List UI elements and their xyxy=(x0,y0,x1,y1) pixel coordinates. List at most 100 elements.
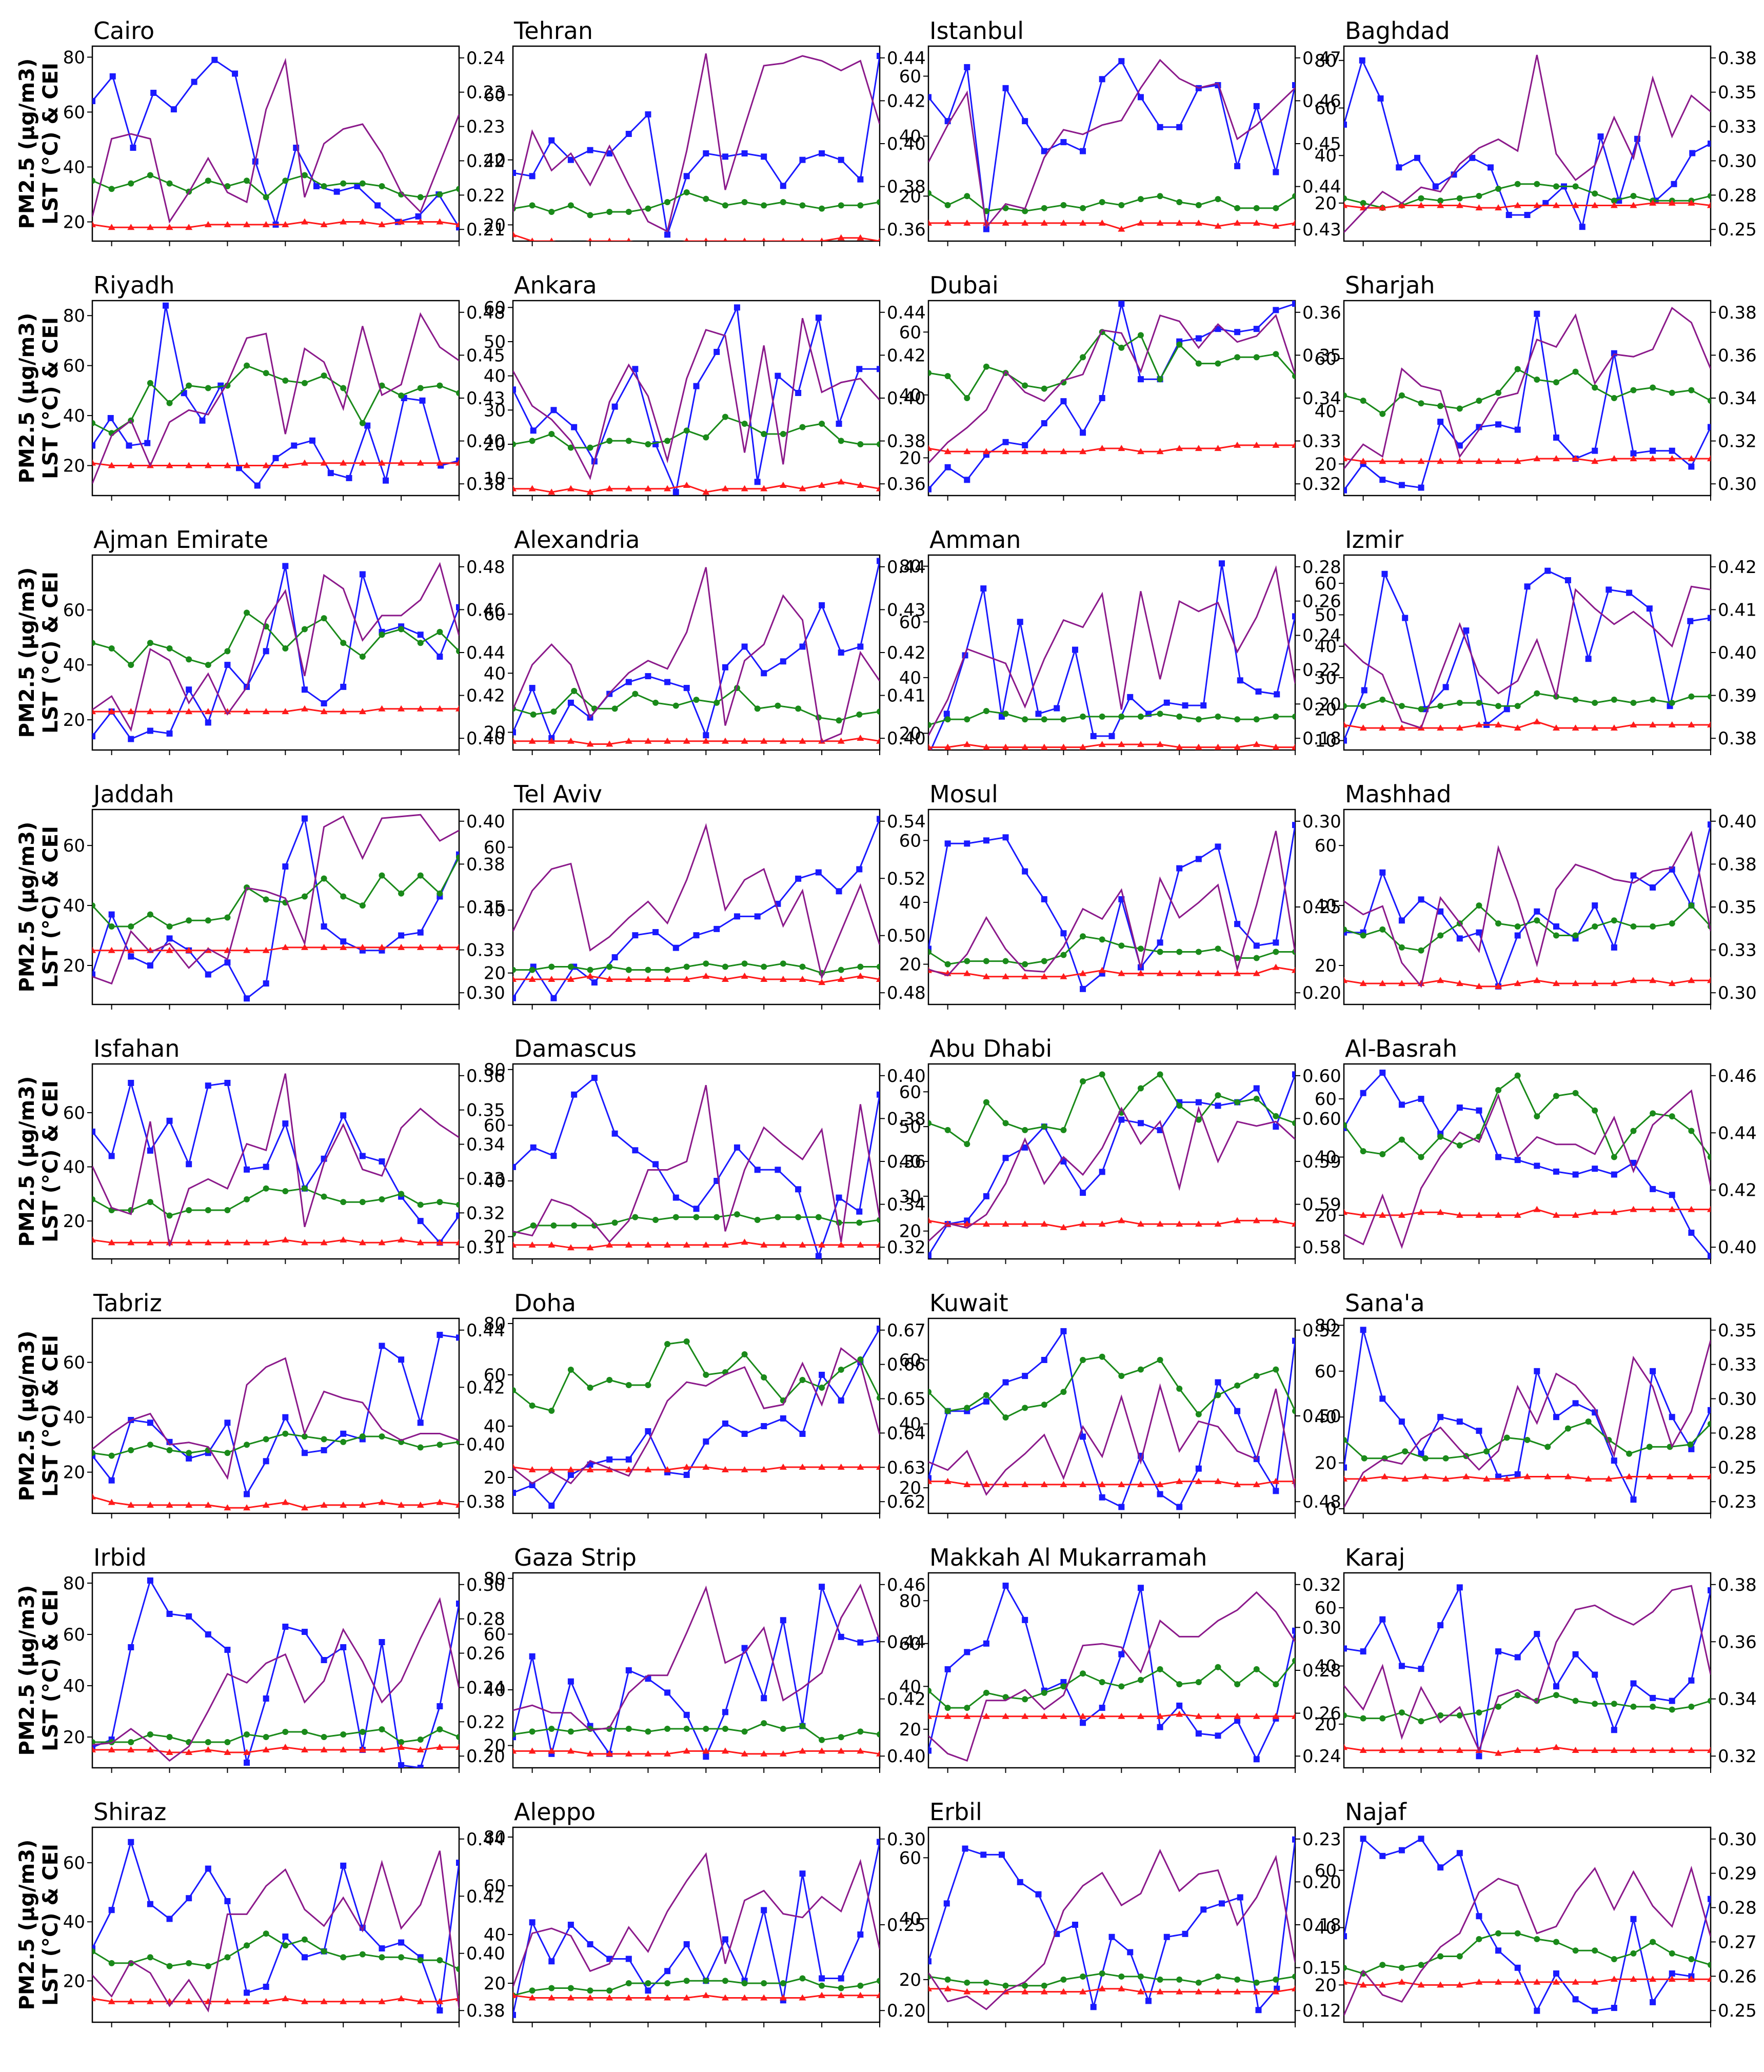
cei-series-point xyxy=(1137,219,1144,226)
plot-area xyxy=(928,1836,1295,2014)
lst-series-point xyxy=(321,1193,327,1200)
cei-series-point xyxy=(625,737,632,744)
y2-tick-label: 0.32 xyxy=(887,1237,926,1258)
pm25-series-point xyxy=(301,1954,308,1961)
pm25-series-point xyxy=(1157,1724,1163,1730)
vc-series-line xyxy=(928,831,1295,977)
y2-tick-label: 0.65 xyxy=(887,1389,926,1410)
lst-series-point xyxy=(147,1731,153,1738)
y2-tick-label: 0.30 xyxy=(466,983,505,1003)
y-axis-label: PM2.5 (µg/m3)LST (°C) & CEI xyxy=(15,1076,63,1247)
lst-series-point xyxy=(1572,183,1579,190)
lst-series-point xyxy=(1476,398,1482,404)
lst-series-point xyxy=(1080,1356,1086,1363)
cei-series-point xyxy=(760,975,768,982)
plot-frame xyxy=(91,1572,460,1769)
subplot-title: Najaf xyxy=(1345,1798,1408,1826)
lst-series-point xyxy=(437,1442,443,1448)
cei-series-point xyxy=(1060,1988,1067,1995)
pm25-series-point xyxy=(1274,691,1280,698)
lst-series-point xyxy=(1650,1703,1656,1710)
pm25-series-point xyxy=(1553,1414,1559,1420)
lst-series-point xyxy=(548,1985,555,1991)
lst-series-point xyxy=(1650,923,1656,930)
lst-series-line xyxy=(928,1972,1295,1987)
lst-series-point xyxy=(1476,1709,1482,1716)
y-axis-label: PM2.5 (µg/m3)LST (°C) & CEI xyxy=(15,1331,63,1502)
plot-area xyxy=(513,1326,880,1509)
cei-series-point xyxy=(982,743,990,750)
cei-series-point xyxy=(1688,455,1695,462)
pm25-series-point xyxy=(1219,560,1225,567)
y2-tick-label: 0.22 xyxy=(1302,660,1341,680)
cei-series-point xyxy=(340,1746,347,1752)
pm25-series-point xyxy=(379,1343,385,1349)
pm25-series-point xyxy=(838,1397,844,1404)
pm25-series-point xyxy=(857,1639,864,1646)
cei-series-point xyxy=(127,946,135,953)
pm25-series-point xyxy=(1514,426,1521,433)
lst-series-point xyxy=(877,441,880,447)
lst-series-point xyxy=(417,1957,424,1964)
lst-series-point xyxy=(1650,1939,1656,1945)
y2-tick-label: 0.30 xyxy=(1718,151,1757,171)
lst-series-point xyxy=(1215,360,1221,367)
lst-series-line xyxy=(928,192,1295,212)
y-tick-label: 20 xyxy=(1315,193,1337,214)
cei-series-point xyxy=(944,1985,952,1991)
pm25-series-point xyxy=(1553,923,1559,930)
lst-series-point xyxy=(1292,193,1295,200)
cei-series-point xyxy=(1379,724,1386,731)
y-tick-label: 20 xyxy=(484,1468,506,1488)
y2-tick-label: 0.43 xyxy=(1302,220,1341,240)
cei-series-point xyxy=(92,1236,96,1243)
cei-series-point xyxy=(1572,1978,1579,1985)
lst-series-point xyxy=(819,205,825,212)
lst-series-point xyxy=(1080,1670,1086,1677)
cei-series-point xyxy=(1544,1473,1552,1479)
pm25-series-point xyxy=(224,1898,231,1904)
cei-series-point xyxy=(1456,980,1463,986)
lst-series-point xyxy=(928,949,931,955)
cei-series-point xyxy=(1156,970,1164,976)
cei-series-point xyxy=(760,1994,768,2001)
y-tick-label: 20 xyxy=(899,1720,921,1740)
lst-series-point xyxy=(857,1728,864,1735)
cei-series-point xyxy=(1630,1976,1637,1982)
pm25-series-point xyxy=(166,935,173,942)
plot-area xyxy=(928,560,1295,750)
lst-series-point xyxy=(587,1987,593,1994)
lst-series-point xyxy=(857,963,864,970)
cei-series-point xyxy=(301,459,308,466)
lst-series-point xyxy=(379,632,385,638)
lst-series-point xyxy=(1253,1979,1260,1986)
cei-series-point xyxy=(779,737,787,744)
y2-tick-label: 0.27 xyxy=(1718,1932,1757,1952)
lst-series-point xyxy=(683,1726,690,1732)
lst-series-point xyxy=(128,1739,134,1745)
lst-series-point xyxy=(398,890,405,897)
lst-series-point xyxy=(1215,1392,1221,1398)
cei-series-point xyxy=(1475,204,1483,211)
pm25-series-point xyxy=(571,424,578,430)
lst-series-point xyxy=(548,431,555,437)
y2-tick-label: 0.40 xyxy=(466,431,505,452)
lst-series-point xyxy=(548,209,555,215)
cei-series-point xyxy=(1002,1712,1009,1719)
cei-series-point xyxy=(944,743,952,750)
cei-series-point xyxy=(1060,1712,1067,1719)
pm25-series-point xyxy=(128,1644,134,1650)
pm25-series-point xyxy=(1381,570,1388,577)
cei-series-point xyxy=(1533,1746,1541,1753)
lst-series-point xyxy=(263,1185,269,1192)
cei-series-point xyxy=(1359,1746,1367,1753)
plot-area xyxy=(92,1577,459,1768)
cei-series-point xyxy=(204,221,212,227)
y-tick-label: 60 xyxy=(899,322,921,343)
lst-series-point xyxy=(282,177,289,184)
pm25-series-point xyxy=(550,407,557,413)
lst-series-point xyxy=(645,966,651,973)
lst-series-point xyxy=(379,872,385,879)
pm25-series-point xyxy=(186,1613,192,1620)
cei-series-point xyxy=(1195,743,1202,750)
